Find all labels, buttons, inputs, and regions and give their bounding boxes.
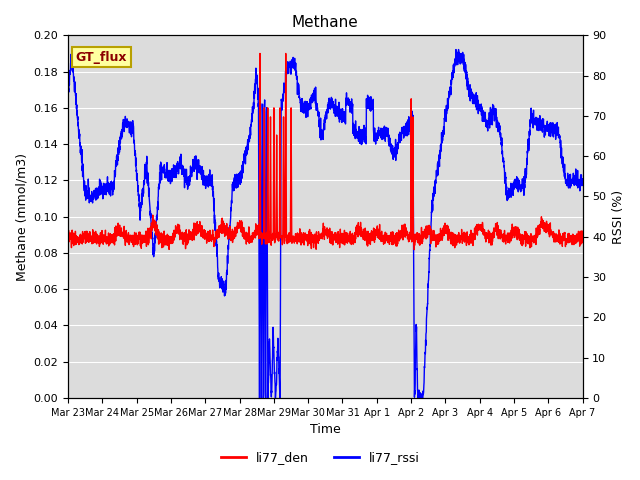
- Y-axis label: Methane (mmol/m3): Methane (mmol/m3): [15, 153, 28, 281]
- Legend: li77_den, li77_rssi: li77_den, li77_rssi: [216, 446, 424, 469]
- Text: GT_flux: GT_flux: [76, 51, 127, 64]
- Y-axis label: RSSI (%): RSSI (%): [612, 190, 625, 244]
- Title: Methane: Methane: [292, 15, 358, 30]
- X-axis label: Time: Time: [310, 423, 340, 436]
